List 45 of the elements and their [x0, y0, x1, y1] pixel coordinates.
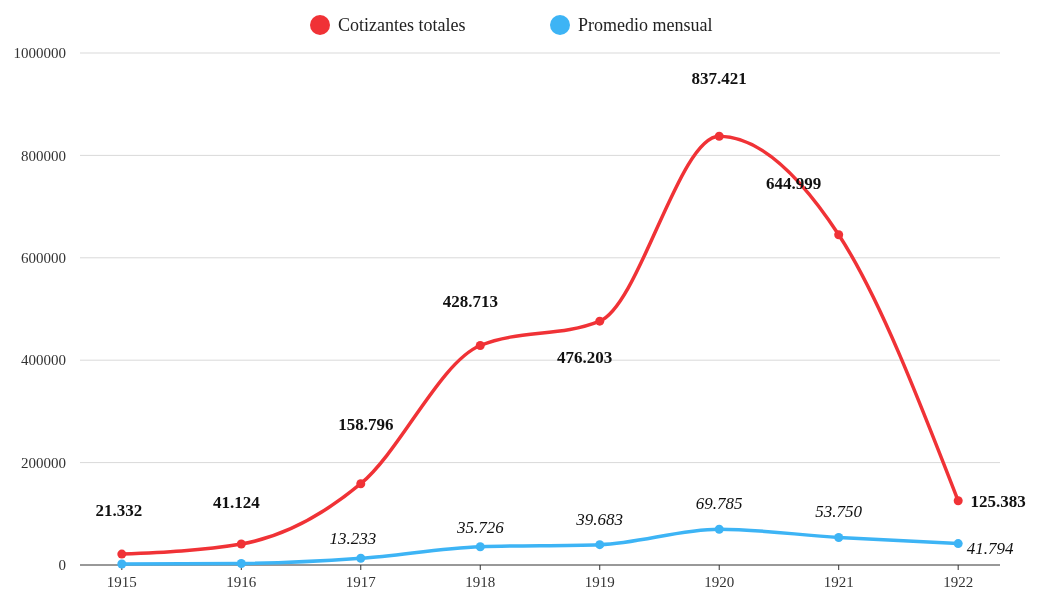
point: [475, 341, 485, 350]
point: [834, 532, 844, 542]
point: [595, 316, 605, 326]
x-tick-label: 1916: [226, 574, 257, 590]
data-label: 69.785: [695, 494, 743, 514]
x-tick-label: 1922: [943, 574, 974, 590]
point: [117, 549, 127, 559]
y-tick-label: 0: [58, 557, 66, 574]
data-label: 837.421: [691, 69, 747, 89]
point: [356, 479, 366, 489]
point: [834, 230, 844, 240]
point: [356, 553, 366, 563]
y-tick-label: 1000000: [13, 45, 66, 62]
y-tick-label: 800000: [21, 147, 66, 164]
data-label: 41.124: [212, 492, 261, 512]
data-label: 41.794: [966, 538, 1015, 558]
point: [475, 542, 485, 552]
x-tick-label: 1921: [823, 574, 854, 590]
x-tick-label: 1918: [465, 574, 496, 590]
data-label: 35.726: [455, 517, 505, 537]
data-label: 53.750: [815, 502, 863, 522]
point: [953, 539, 963, 549]
x-tick-label: 1917: [345, 574, 377, 590]
data-label: 39.683: [575, 509, 624, 529]
point: [236, 539, 246, 549]
x-tick-label: 1915: [106, 574, 137, 590]
y-tick-label: 600000: [21, 250, 66, 267]
point: [595, 540, 605, 550]
point: [714, 524, 724, 534]
data-label: 428.713: [442, 292, 498, 312]
data-label: 125.383: [970, 491, 1026, 511]
data-label: 158.796: [338, 414, 394, 434]
x-tick-label: 1919: [584, 574, 615, 590]
y-tick-label: 400000: [21, 352, 66, 369]
point: [117, 559, 127, 569]
data-label: 476.203: [557, 348, 613, 368]
x-tick-label: 1920: [704, 574, 735, 590]
point: [953, 496, 963, 506]
data-label: 13.233: [329, 529, 377, 549]
data-label: 21.332: [95, 501, 143, 521]
legend-label: Promedio mensual: [578, 15, 713, 36]
legend-label: Cotizantes totales: [338, 15, 466, 36]
point: [714, 131, 724, 141]
y-tick-label: 200000: [21, 454, 66, 471]
point: [236, 558, 246, 568]
